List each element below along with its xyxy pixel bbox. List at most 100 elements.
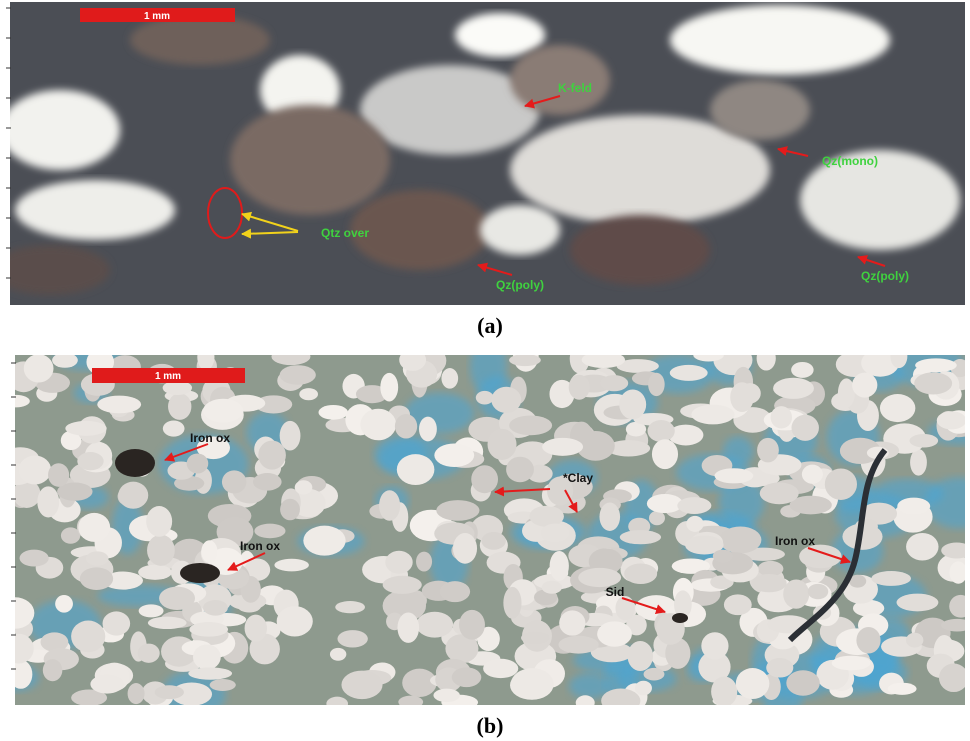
texture bbox=[831, 655, 871, 671]
texture bbox=[203, 398, 244, 423]
texture bbox=[569, 673, 611, 699]
micrograph-b bbox=[15, 355, 965, 705]
arrow bbox=[477, 262, 513, 276]
texture bbox=[672, 613, 688, 623]
texture bbox=[115, 449, 155, 477]
texture bbox=[887, 682, 917, 695]
texture bbox=[648, 372, 665, 397]
texture bbox=[791, 361, 814, 378]
texture bbox=[399, 355, 427, 371]
texture bbox=[102, 611, 131, 636]
texture bbox=[627, 641, 654, 672]
texture bbox=[648, 510, 665, 526]
texture bbox=[162, 380, 193, 396]
texture bbox=[647, 420, 675, 442]
texture bbox=[189, 622, 229, 637]
texture bbox=[294, 480, 313, 495]
texture bbox=[15, 479, 41, 508]
texture bbox=[770, 406, 793, 429]
texture bbox=[520, 631, 550, 645]
texture bbox=[416, 551, 433, 572]
arrow bbox=[857, 255, 886, 267]
texture bbox=[171, 682, 213, 705]
texture bbox=[723, 594, 752, 616]
texture bbox=[481, 531, 506, 550]
texture bbox=[581, 355, 626, 369]
texture bbox=[201, 540, 218, 564]
label: Qz(poly) bbox=[861, 269, 909, 283]
texture bbox=[871, 571, 911, 586]
texture bbox=[197, 355, 215, 371]
texture bbox=[509, 355, 541, 367]
texture bbox=[506, 456, 534, 483]
texture bbox=[192, 644, 221, 670]
texture bbox=[455, 13, 545, 57]
texture bbox=[906, 532, 939, 561]
texture bbox=[856, 627, 881, 654]
texture bbox=[436, 500, 480, 521]
texture bbox=[879, 394, 916, 423]
texture bbox=[575, 695, 595, 705]
texture bbox=[941, 542, 965, 559]
texture bbox=[634, 680, 652, 696]
texture bbox=[710, 80, 810, 140]
texture bbox=[258, 440, 286, 470]
texture bbox=[203, 600, 228, 616]
texture bbox=[372, 419, 394, 433]
label: Sid bbox=[606, 585, 625, 599]
texture bbox=[299, 388, 318, 401]
texture bbox=[766, 657, 794, 678]
texture bbox=[40, 632, 69, 652]
texture bbox=[396, 454, 435, 486]
texture bbox=[824, 468, 857, 500]
texture bbox=[757, 437, 779, 463]
texture bbox=[209, 678, 236, 691]
texture bbox=[669, 364, 708, 381]
texture bbox=[15, 633, 34, 664]
texture bbox=[807, 583, 829, 600]
texture bbox=[78, 512, 111, 542]
texture bbox=[719, 477, 765, 527]
texture bbox=[600, 375, 629, 392]
texture bbox=[852, 372, 878, 398]
texture bbox=[714, 468, 754, 484]
label: Qtz over bbox=[321, 226, 369, 240]
texture bbox=[397, 612, 420, 643]
texture bbox=[459, 609, 485, 640]
texture bbox=[759, 482, 799, 505]
texture bbox=[693, 355, 724, 362]
texture bbox=[60, 430, 82, 451]
texture bbox=[254, 395, 293, 414]
texture bbox=[541, 580, 562, 594]
texture bbox=[137, 643, 160, 663]
texture bbox=[341, 670, 383, 700]
texture bbox=[274, 558, 309, 572]
arrow bbox=[621, 597, 666, 614]
texture bbox=[576, 431, 615, 461]
texture bbox=[735, 668, 770, 700]
texture bbox=[547, 476, 574, 506]
texture bbox=[162, 420, 185, 437]
micrograph-a bbox=[10, 2, 965, 305]
texture bbox=[701, 632, 729, 660]
texture bbox=[905, 632, 924, 648]
texture bbox=[252, 473, 282, 491]
texture bbox=[616, 359, 659, 373]
texture bbox=[570, 215, 710, 285]
texture bbox=[910, 448, 927, 476]
texture bbox=[549, 379, 575, 409]
texture bbox=[677, 497, 712, 515]
edge-ticks bbox=[6, 7, 16, 670]
texture bbox=[326, 696, 349, 705]
texture bbox=[15, 597, 35, 629]
texture bbox=[237, 599, 262, 613]
texture bbox=[271, 355, 311, 366]
texture bbox=[837, 378, 855, 408]
texture bbox=[643, 667, 665, 681]
texture bbox=[475, 390, 494, 405]
texture bbox=[924, 477, 965, 529]
texture bbox=[783, 579, 810, 609]
label: Qz(mono) bbox=[822, 154, 878, 168]
texture bbox=[360, 65, 540, 155]
